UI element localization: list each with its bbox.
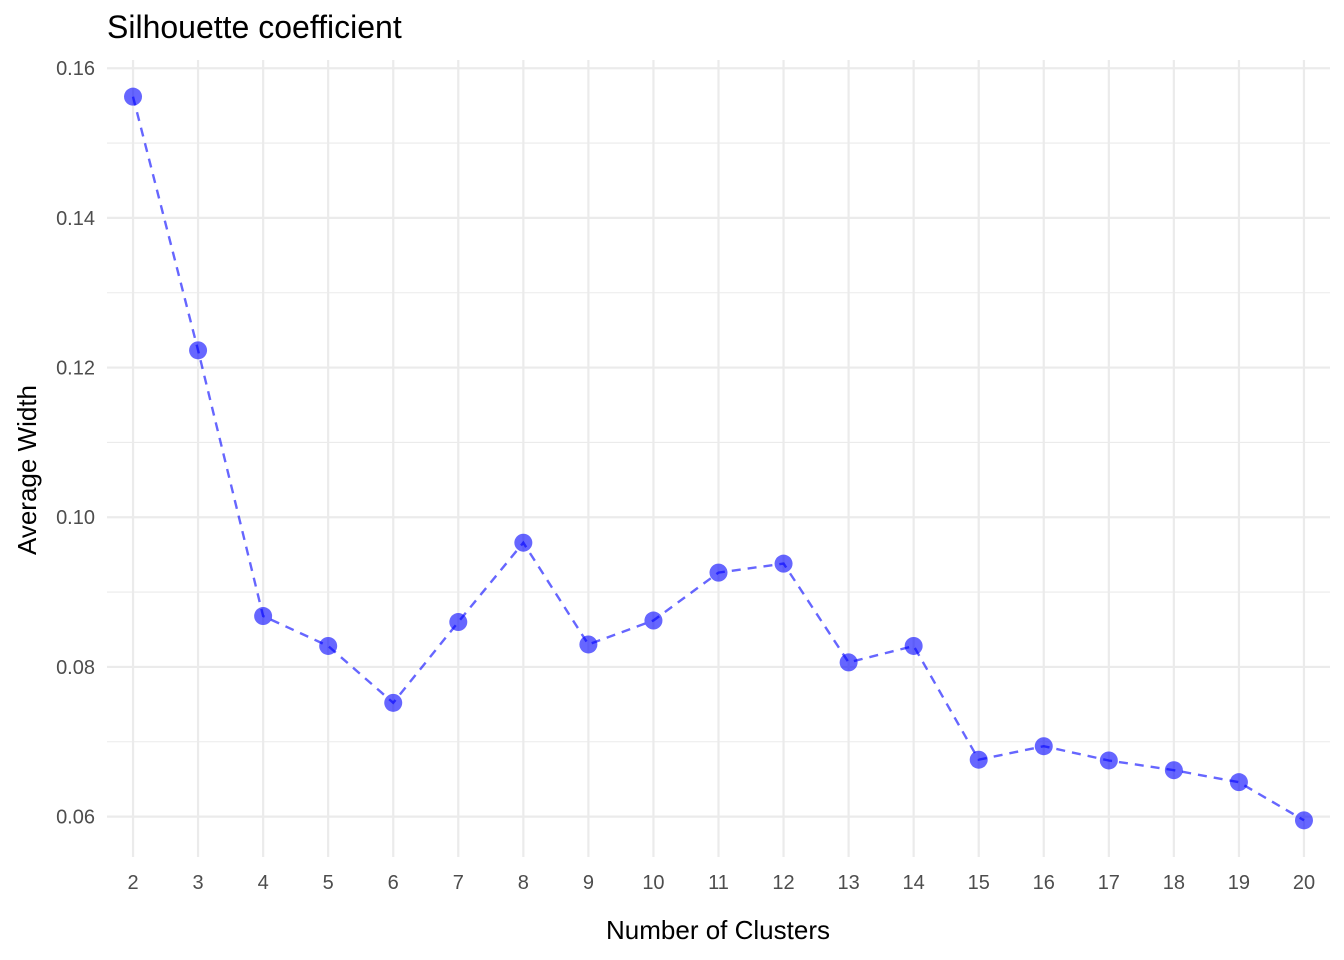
x-tick-label: 4: [258, 872, 269, 894]
x-tick-label: 10: [642, 872, 664, 894]
data-point: [124, 87, 143, 106]
data-point: [1099, 751, 1118, 770]
y-tick-label: 0.10: [56, 507, 95, 529]
data-point: [774, 554, 793, 573]
x-tick-label: 13: [837, 872, 859, 894]
data-point: [1034, 737, 1053, 756]
x-tick-label: 17: [1098, 872, 1120, 894]
x-tick-label: 15: [968, 872, 990, 894]
y-tick-label: 0.12: [56, 358, 95, 380]
x-tick-label: 8: [518, 872, 529, 894]
data-point: [319, 636, 338, 655]
x-tick-label: 19: [1228, 872, 1250, 894]
x-tick-label: 20: [1293, 872, 1315, 894]
data-point: [384, 693, 403, 712]
data-point: [449, 613, 468, 632]
data-point: [579, 635, 598, 654]
data-point: [1229, 773, 1248, 792]
series-average-width: [124, 87, 1313, 830]
data-point: [709, 563, 728, 582]
grid: [107, 60, 1330, 857]
data-point: [1294, 811, 1313, 830]
x-tick-label: 2: [127, 872, 138, 894]
x-tick-label: 18: [1163, 872, 1185, 894]
data-point: [839, 653, 858, 672]
x-tick-label: 9: [583, 872, 594, 894]
data-point: [254, 607, 273, 626]
y-tick-label: 0.14: [56, 208, 95, 230]
x-tick-label: 14: [903, 872, 925, 894]
data-point: [1164, 761, 1183, 780]
y-tick-label: 0.08: [56, 657, 95, 679]
x-tick-label: 5: [323, 872, 334, 894]
y-tick-label: 0.16: [56, 58, 95, 80]
chart-title: Silhouette coefficient: [107, 9, 402, 45]
x-axis-ticks: 2 3 4 5 6 7 8 9 10 11 12 13 14 15 16 17 18 19 20: [127, 872, 1315, 894]
data-point: [969, 750, 988, 769]
x-tick-label: 6: [388, 872, 399, 894]
data-point: [644, 611, 663, 630]
y-axis-ticks: 0.06 0.08 0.10 0.12 0.14 0.16: [56, 58, 95, 828]
x-axis-label: Number of Clusters: [606, 915, 830, 945]
data-point: [514, 533, 533, 552]
x-tick-label: 16: [1033, 872, 1055, 894]
x-tick-label: 11: [708, 872, 729, 894]
y-axis-label: Average Width: [12, 385, 42, 555]
x-tick-label: 12: [772, 872, 794, 894]
data-point: [904, 636, 923, 655]
x-tick-label: 7: [453, 872, 464, 894]
data-point: [189, 341, 208, 360]
y-tick-label: 0.06: [56, 807, 95, 829]
x-tick-label: 3: [193, 872, 204, 894]
